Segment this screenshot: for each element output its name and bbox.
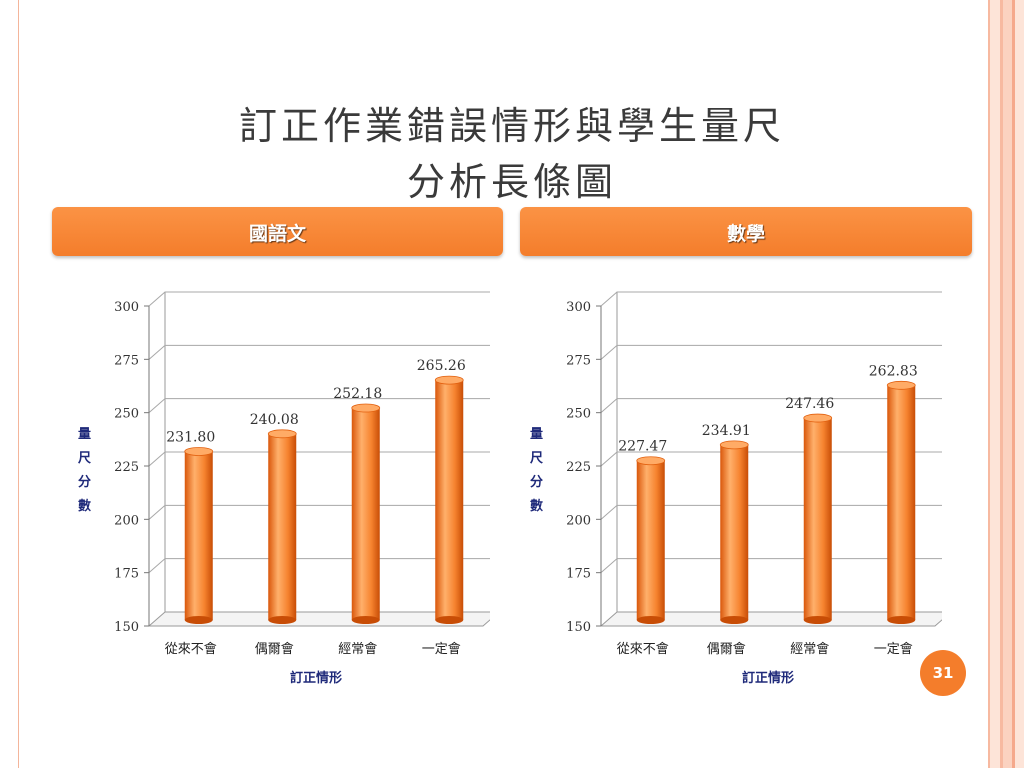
gridline	[600, 398, 942, 414]
chart-floor	[147, 611, 490, 627]
page-number-badge: 31	[920, 650, 966, 696]
math-bar-base	[887, 616, 916, 624]
chinese-category-label: 經常會	[338, 642, 377, 657]
math-bar-base	[636, 616, 665, 624]
decorative-stripes	[984, 0, 1024, 768]
chinese-bar-top	[434, 375, 464, 385]
gridline	[600, 344, 942, 360]
slide-title-line1: 訂正作業錯誤情形與學生量尺	[238, 104, 785, 148]
math-data-label: 262.83	[869, 363, 918, 379]
chinese-bar-base	[435, 616, 464, 624]
slide-title-line2: 分析長條圖	[406, 160, 617, 204]
gridline	[148, 558, 490, 574]
chinese-y-axis-title-char: 量	[78, 427, 91, 442]
math-y-axis-title-char: 量	[530, 427, 543, 442]
math-panel-header: 數學	[520, 207, 972, 256]
chinese-x-axis-title: 訂正情形	[290, 670, 342, 686]
math-bar-base	[803, 616, 832, 624]
chinese-bar-base	[268, 616, 297, 624]
math-bar	[887, 385, 916, 620]
math-bar	[803, 418, 832, 620]
math-category-label: 偶爾會	[707, 642, 746, 657]
gridline	[148, 504, 490, 520]
math-y-axis-title-char: 分	[530, 474, 543, 490]
chinese-bar	[351, 408, 380, 620]
y-tick-label: 250	[114, 407, 139, 422]
chinese-bar-top	[351, 403, 381, 413]
gridline	[600, 558, 942, 574]
math-category-label: 一定會	[874, 642, 913, 657]
slide-border-line	[18, 0, 19, 768]
chinese-bar	[184, 451, 213, 620]
math-y-axis-title-char: 尺	[530, 451, 543, 466]
chinese-data-label: 265.26	[417, 358, 466, 374]
math-bar-top	[803, 413, 833, 423]
math-bar	[720, 444, 749, 620]
y-tick-label: 200	[566, 513, 591, 528]
math-category-label: 經常會	[790, 642, 829, 657]
y-tick-label: 150	[114, 620, 139, 635]
chinese-category-label: 一定會	[422, 642, 461, 657]
math-data-label: 227.47	[618, 439, 667, 455]
chinese-y-axis-title-char: 分	[78, 474, 91, 490]
math-bar-top	[636, 456, 666, 466]
gridline	[600, 504, 942, 520]
gridline	[148, 398, 490, 414]
chinese-bar-top	[184, 447, 214, 456]
chinese-bar-base	[184, 616, 213, 624]
math-x-axis-title: 訂正情形	[742, 670, 794, 686]
math-y-axis-title-char: 數	[530, 498, 543, 514]
chinese-panel-header: 國語文	[52, 207, 503, 256]
math-category-label: 從來不會	[617, 642, 669, 657]
chinese-data-label: 240.08	[250, 412, 299, 428]
y-tick-label: 225	[114, 460, 139, 475]
slide-title: 訂正作業錯誤情形與學生量尺 分析長條圖	[0, 98, 1024, 210]
gridline	[148, 451, 490, 467]
y-tick-label: 150	[566, 620, 591, 635]
y-tick-label: 250	[566, 407, 591, 422]
y-tick-label: 175	[114, 567, 139, 582]
chinese-y-axis-title-char: 數	[78, 498, 91, 514]
math-data-label: 247.46	[785, 396, 834, 412]
chinese-data-label: 252.18	[333, 386, 382, 402]
chart-floor	[599, 611, 942, 627]
chinese-data-label: 231.80	[166, 429, 215, 445]
gridline	[148, 344, 490, 360]
chinese-bar-chart: 150 175 200 225 250 275 300 231.80 從來不會 240.08 偶爾會…	[78, 291, 490, 686]
gridline	[600, 291, 942, 307]
chinese-y-axis-title-char: 尺	[78, 451, 91, 466]
y-tick-label: 300	[566, 300, 591, 315]
math-bar-top	[719, 440, 749, 450]
y-tick-label: 175	[566, 567, 591, 582]
math-bar-chart: 150 175 200 225 250 275 300 227.47 從來不會 234.91 偶爾會…	[530, 291, 942, 686]
y-tick-label: 200	[114, 513, 139, 528]
chinese-bar	[435, 380, 464, 620]
gridline	[600, 451, 942, 467]
gridline	[148, 291, 490, 307]
chinese-bar	[268, 433, 297, 620]
chinese-category-label: 偶爾會	[255, 642, 294, 657]
y-tick-label: 275	[566, 353, 591, 368]
chinese-bar-top	[267, 429, 297, 439]
chinese-bar-base	[351, 616, 380, 624]
y-tick-label: 300	[114, 300, 139, 315]
math-data-label: 234.91	[702, 423, 751, 439]
math-bar-top	[886, 380, 916, 390]
y-tick-label: 275	[114, 353, 139, 368]
chinese-category-label: 從來不會	[165, 642, 217, 657]
math-bar-base	[720, 616, 749, 624]
math-bar	[636, 460, 665, 620]
y-tick-label: 225	[566, 460, 591, 475]
